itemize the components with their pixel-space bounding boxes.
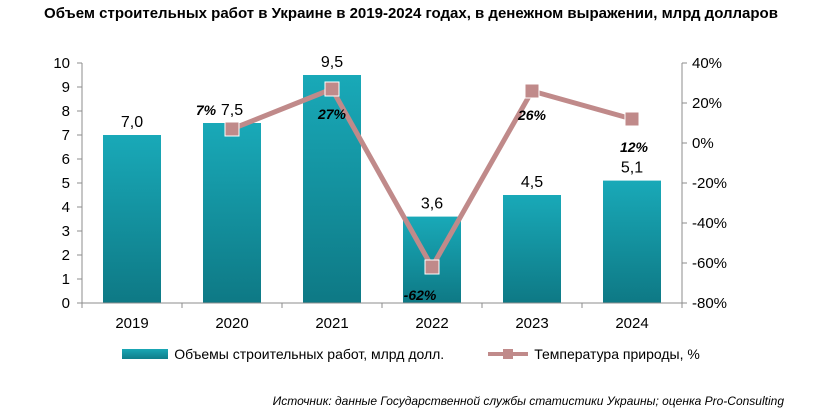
line-value-label: 26% — [517, 107, 547, 123]
x-tick-label: 2020 — [215, 315, 248, 332]
x-axis: 2019 2020 2021 2022 2023 2024 — [81, 302, 683, 332]
left-tick-label: 1 — [62, 271, 70, 288]
source-note: Источник: данные Государственной службы … — [272, 394, 784, 408]
line-marker — [424, 259, 440, 275]
bar-value-label: 7,0 — [121, 114, 143, 131]
legend-swatch-line — [488, 349, 529, 359]
line-value-label: 7% — [196, 102, 217, 118]
bar — [203, 123, 261, 303]
line-series — [224, 81, 640, 275]
right-tick-label: 20% — [692, 95, 722, 112]
bar — [103, 135, 161, 303]
left-tick-label: 5 — [62, 175, 70, 192]
left-tick-label: 8 — [62, 103, 70, 120]
line-value-labels: 7% 27% -62% 26% 12% — [196, 102, 649, 303]
bar — [603, 180, 661, 303]
right-tick-label: -80% — [692, 295, 727, 312]
left-tick-label: 0 — [62, 295, 70, 312]
bar-value-label: 7,5 — [221, 102, 243, 119]
right-tick-label: 40% — [692, 55, 722, 72]
left-tick-label: 9 — [62, 79, 70, 96]
left-tick-label: 6 — [62, 151, 70, 168]
bar-value-labels: 7,0 7,5 9,5 3,6 4,5 5,1 — [121, 54, 643, 213]
line-value-label: 27% — [317, 106, 347, 122]
left-tick-label: 3 — [62, 223, 70, 240]
bar-value-label: 5,1 — [621, 160, 643, 177]
line-marker — [324, 81, 340, 97]
left-axis: 0 1 2 3 4 5 6 7 8 9 10 — [53, 55, 83, 312]
left-tick-label: 7 — [62, 127, 70, 144]
line-marker — [224, 121, 240, 137]
right-tick-label: -60% — [692, 255, 727, 272]
chart-title: Объем строительных работ в Украине в 201… — [44, 5, 778, 22]
right-tick-label: -20% — [692, 175, 727, 192]
line-marker — [624, 111, 640, 127]
bar — [503, 195, 561, 303]
bar-value-label: 3,6 — [421, 196, 443, 213]
bar-value-label: 4,5 — [521, 174, 543, 191]
line-value-label: 12% — [620, 139, 649, 155]
legend-label-bars: Объемы строительных работ, млрд долл. — [174, 346, 445, 362]
combo-chart: 0 1 2 3 4 5 6 7 8 9 10 -80% -60% -40% -20% 0% 20% 40% 7,… — [53, 54, 727, 332]
legend-label-line: Температура природы, % — [534, 346, 700, 362]
x-tick-label: 2021 — [315, 315, 348, 332]
right-tick-label: -40% — [692, 215, 727, 232]
right-tick-label: 0% — [692, 135, 714, 152]
left-tick-label: 10 — [53, 55, 70, 72]
x-tick-label: 2022 — [415, 315, 448, 332]
right-axis: -80% -60% -40% -20% 0% 20% 40% — [681, 55, 727, 312]
line-value-label: -62% — [404, 287, 437, 303]
line-marker — [524, 83, 540, 99]
bar-value-label: 9,5 — [321, 54, 343, 71]
left-tick-label: 2 — [62, 247, 70, 264]
x-tick-label: 2019 — [115, 315, 148, 332]
legend: Объемы строительных работ, млрд долл. Те… — [0, 346, 822, 362]
legend-item-bars: Объемы строительных работ, млрд долл. — [122, 346, 444, 362]
x-tick-label: 2023 — [515, 315, 548, 332]
bar-series — [103, 75, 661, 303]
left-tick-label: 4 — [62, 199, 70, 216]
x-tick-label: 2024 — [615, 315, 648, 332]
bar — [303, 75, 361, 303]
legend-swatch-bars — [122, 349, 169, 359]
legend-item-line: Температура природы, % — [488, 346, 700, 362]
